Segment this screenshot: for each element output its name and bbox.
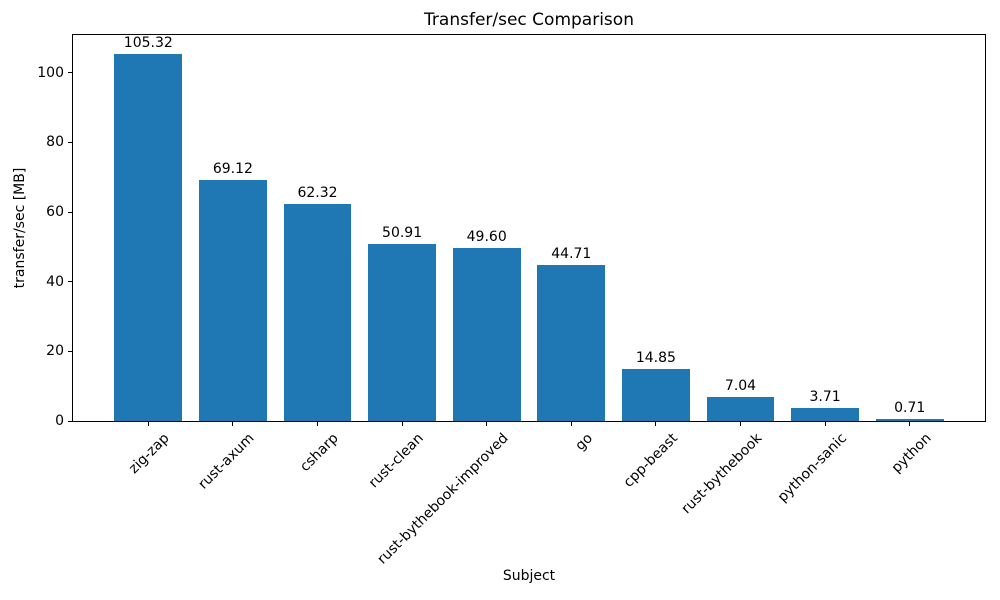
plot-area: 0 20 40 60 80 100 105.32 zig-zap 69.12 rust-axum 6… bbox=[37, 34, 986, 567]
y-tick bbox=[68, 72, 72, 74]
y-tick bbox=[68, 281, 72, 283]
bar-rust-bythebook-improved bbox=[452, 248, 521, 421]
x-tick bbox=[147, 422, 149, 426]
bar-zig-zap bbox=[114, 54, 183, 421]
bar-value-label-rust-axum: 69.12 bbox=[212, 161, 253, 178]
x-tick-label-python: python bbox=[888, 430, 935, 477]
x-tick-label-csharp: csharp bbox=[297, 430, 343, 475]
x-tick-label-python-sanic: python-sanic bbox=[774, 430, 850, 506]
bar-cpp-beast bbox=[622, 369, 690, 421]
bar-python bbox=[875, 418, 944, 421]
bar-value-label-rust-clean: 50.91 bbox=[382, 224, 423, 241]
bar-rust-axum bbox=[199, 180, 267, 421]
y-tick-label: 0 bbox=[55, 413, 64, 429]
x-tick-label-rust-bythebook: rust-bythebook bbox=[678, 430, 766, 518]
bar-value-label-rust-bythebook-improved: 49.60 bbox=[466, 229, 507, 246]
bar-value-label-python-sanic: 3.71 bbox=[809, 389, 841, 406]
bar-rust-clean bbox=[368, 243, 436, 421]
y-tick-label: 40 bbox=[46, 273, 64, 290]
y-tick-label: 80 bbox=[46, 134, 64, 151]
y-tick-label: 20 bbox=[46, 343, 64, 360]
y-tick bbox=[68, 420, 72, 422]
x-tick bbox=[824, 422, 826, 426]
bar-value-label-zig-zap: 105.32 bbox=[123, 35, 173, 52]
bar-value-label-python: 0.71 bbox=[894, 399, 926, 416]
bar-value-label-go: 44.71 bbox=[551, 246, 592, 263]
y-tick-label: 100 bbox=[37, 64, 64, 81]
x-tick-label-cpp-beast: cpp-beast bbox=[620, 430, 681, 491]
x-tick bbox=[909, 422, 911, 426]
y-tick-label: 60 bbox=[46, 204, 64, 221]
x-tick bbox=[316, 422, 318, 426]
x-tick bbox=[740, 422, 741, 426]
bar-csharp bbox=[283, 204, 352, 421]
x-tick bbox=[655, 422, 657, 426]
bar-value-label-rust-bythebook: 7.04 bbox=[724, 377, 757, 394]
bar-go bbox=[537, 265, 606, 421]
chart-title: Transfer/sec Comparison bbox=[424, 10, 634, 30]
x-tick bbox=[570, 422, 572, 426]
bar-value-label-cpp-beast: 14.85 bbox=[635, 350, 676, 367]
y-axis-label: transfer/sec [MB] bbox=[12, 167, 28, 289]
x-axis-label: Subject bbox=[502, 568, 556, 584]
bar-value-label-csharp: 62.32 bbox=[297, 185, 338, 202]
bar-python-sanic bbox=[791, 408, 859, 421]
x-tick bbox=[232, 422, 234, 426]
y-tick bbox=[68, 211, 72, 213]
bar-rust-bythebook bbox=[706, 396, 775, 421]
x-tick-label-zig-zap: zig-zap bbox=[126, 430, 173, 477]
x-tick-label-rust-clean: rust-clean bbox=[365, 430, 427, 492]
y-tick bbox=[68, 350, 72, 352]
x-tick bbox=[401, 422, 403, 426]
y-tick bbox=[68, 141, 72, 143]
x-tick-label-rust-axum: rust-axum bbox=[195, 430, 258, 493]
x-tick-label-go: go bbox=[572, 430, 596, 454]
x-tick bbox=[486, 422, 488, 426]
